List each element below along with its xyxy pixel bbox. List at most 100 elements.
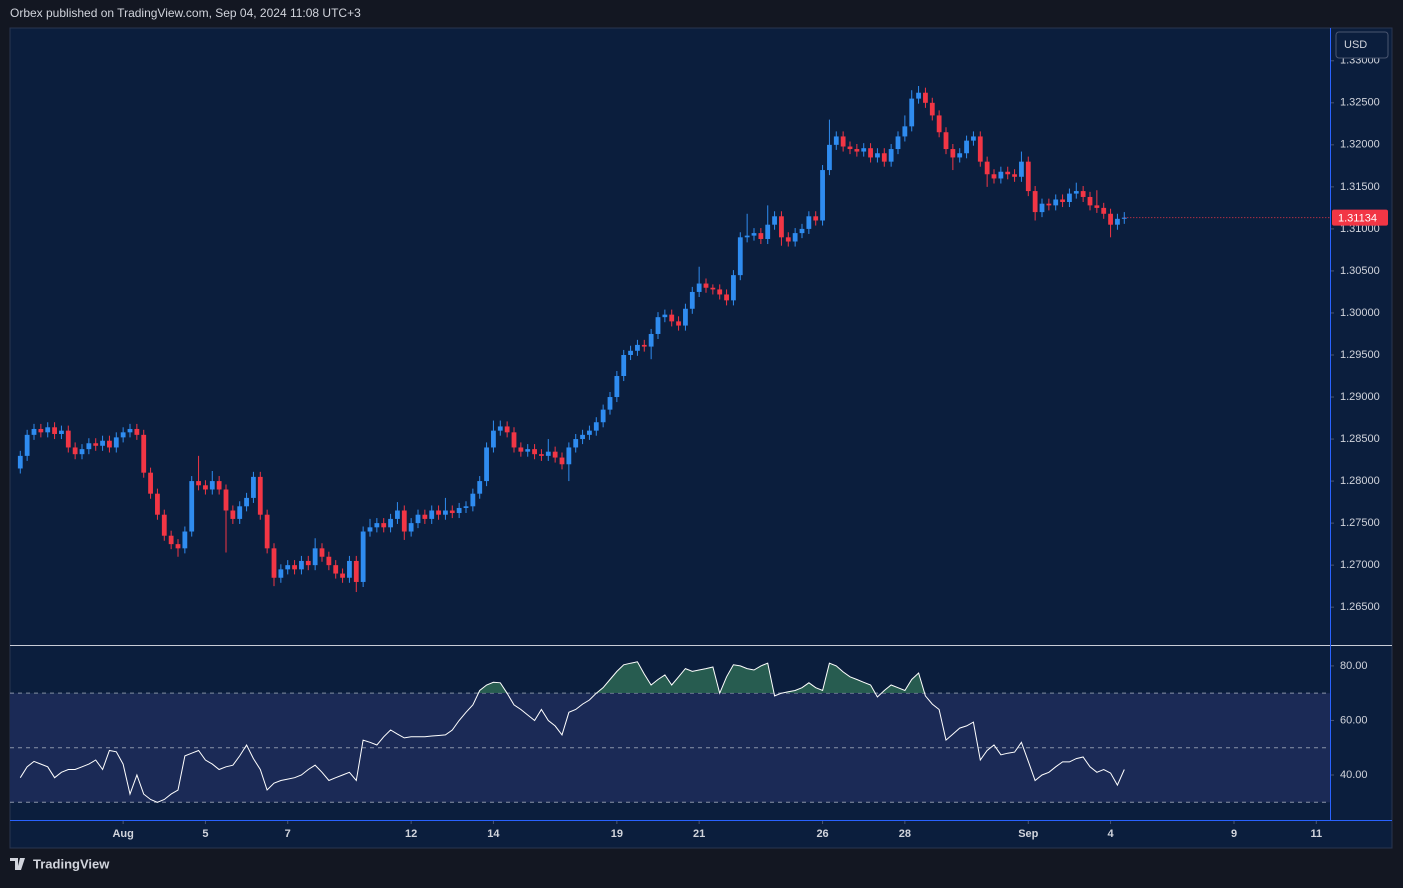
candle-body — [724, 294, 729, 301]
candle-body — [539, 454, 544, 456]
candle-body — [1025, 161, 1031, 192]
candle-body — [203, 485, 208, 490]
candle-body — [484, 447, 489, 482]
candle-body — [1032, 191, 1038, 213]
last-price-tag — [1332, 209, 1388, 226]
candle-body — [607, 397, 613, 410]
candle-body — [333, 565, 339, 574]
candle-body — [127, 428, 133, 433]
candle-body — [141, 434, 147, 473]
candle-body — [621, 354, 627, 377]
candle-body — [772, 216, 777, 225]
candle-body — [648, 333, 654, 347]
candle-body — [353, 560, 359, 582]
x-tick-label: Aug — [112, 828, 133, 840]
candle-body — [189, 481, 195, 532]
candle-body — [257, 476, 263, 515]
candle-body — [497, 426, 503, 431]
currency-label[interactable]: USD — [1344, 39, 1367, 51]
candle-body — [429, 510, 435, 519]
candle-body — [65, 430, 71, 448]
candle-body — [532, 449, 537, 455]
candle-body — [1067, 193, 1072, 203]
x-tick-label: 28 — [899, 828, 911, 840]
candle-body — [401, 510, 407, 532]
candle-body — [641, 344, 647, 347]
candle-body — [710, 287, 716, 290]
candle-body — [1094, 205, 1100, 208]
y-tick-label: 1.32000 — [1340, 139, 1380, 151]
candle-body — [155, 493, 160, 515]
candle-body — [875, 153, 880, 158]
currency-button[interactable] — [1335, 31, 1389, 59]
candle-body — [278, 569, 284, 578]
candle-body — [573, 439, 579, 448]
x-tick-label: 5 — [202, 828, 208, 840]
candle-body — [758, 233, 764, 239]
y-tick-label: 1.27500 — [1340, 517, 1380, 529]
x-tick-label: Sep — [1018, 828, 1038, 840]
x-tick-label: 9 — [1231, 828, 1237, 840]
candle-body — [991, 174, 997, 179]
candle-body — [847, 146, 853, 150]
candle-body — [525, 449, 531, 452]
candle-body — [998, 171, 1004, 179]
candle-body — [518, 447, 524, 452]
candle-body — [422, 514, 428, 519]
candle-body — [436, 510, 441, 515]
candle-body — [566, 447, 572, 465]
candle-body — [703, 283, 709, 288]
candle-body — [806, 216, 812, 229]
candle-body — [1115, 218, 1120, 225]
candle-body — [148, 472, 153, 494]
candle-body — [655, 317, 661, 334]
candle-body — [72, 447, 78, 455]
overbought-fill — [478, 661, 925, 694]
candle-body — [299, 560, 304, 570]
candle-body — [628, 350, 633, 355]
candle-body — [388, 518, 393, 528]
candle-body — [100, 440, 105, 446]
candle-body — [929, 102, 935, 116]
candle-body — [196, 481, 201, 486]
candle-body — [38, 428, 44, 433]
candle-body — [861, 148, 867, 152]
candle-body — [799, 228, 805, 234]
candle-body — [827, 144, 832, 171]
x-tick-label: 4 — [1108, 828, 1115, 840]
candle-body — [477, 481, 483, 494]
y-tick-label: 1.32500 — [1340, 97, 1380, 109]
candle-body — [689, 291, 695, 309]
candle-body — [936, 115, 942, 133]
candle-body — [964, 140, 969, 154]
candle-body — [545, 451, 551, 456]
y-tick-label: 1.28500 — [1340, 433, 1380, 445]
candle-body — [395, 510, 400, 519]
candle-body — [182, 531, 188, 549]
candle-body — [943, 132, 949, 150]
x-tick-label: 21 — [693, 828, 705, 840]
candle-body — [1073, 191, 1079, 194]
candle-body — [559, 457, 565, 465]
candle-body — [669, 314, 675, 322]
logo-icon — [10, 858, 25, 870]
candle-body — [244, 497, 249, 507]
candle-body — [923, 92, 928, 103]
x-tick-label: 19 — [611, 828, 623, 840]
candle-body — [271, 548, 277, 578]
candle-body — [1108, 213, 1113, 225]
candle-body — [360, 531, 366, 582]
candle-body — [1046, 203, 1052, 206]
x-tick-label: 14 — [487, 828, 500, 840]
candle-body — [443, 510, 448, 515]
candle-body — [1101, 207, 1107, 214]
rsi-line — [19, 661, 1125, 803]
candle-body — [662, 314, 668, 318]
candle-body — [854, 149, 860, 152]
candle-body — [751, 233, 757, 236]
candle-body — [209, 481, 215, 490]
candle-body — [676, 321, 681, 326]
candle-body — [93, 443, 99, 446]
y-tick-label: 1.31500 — [1340, 181, 1380, 193]
